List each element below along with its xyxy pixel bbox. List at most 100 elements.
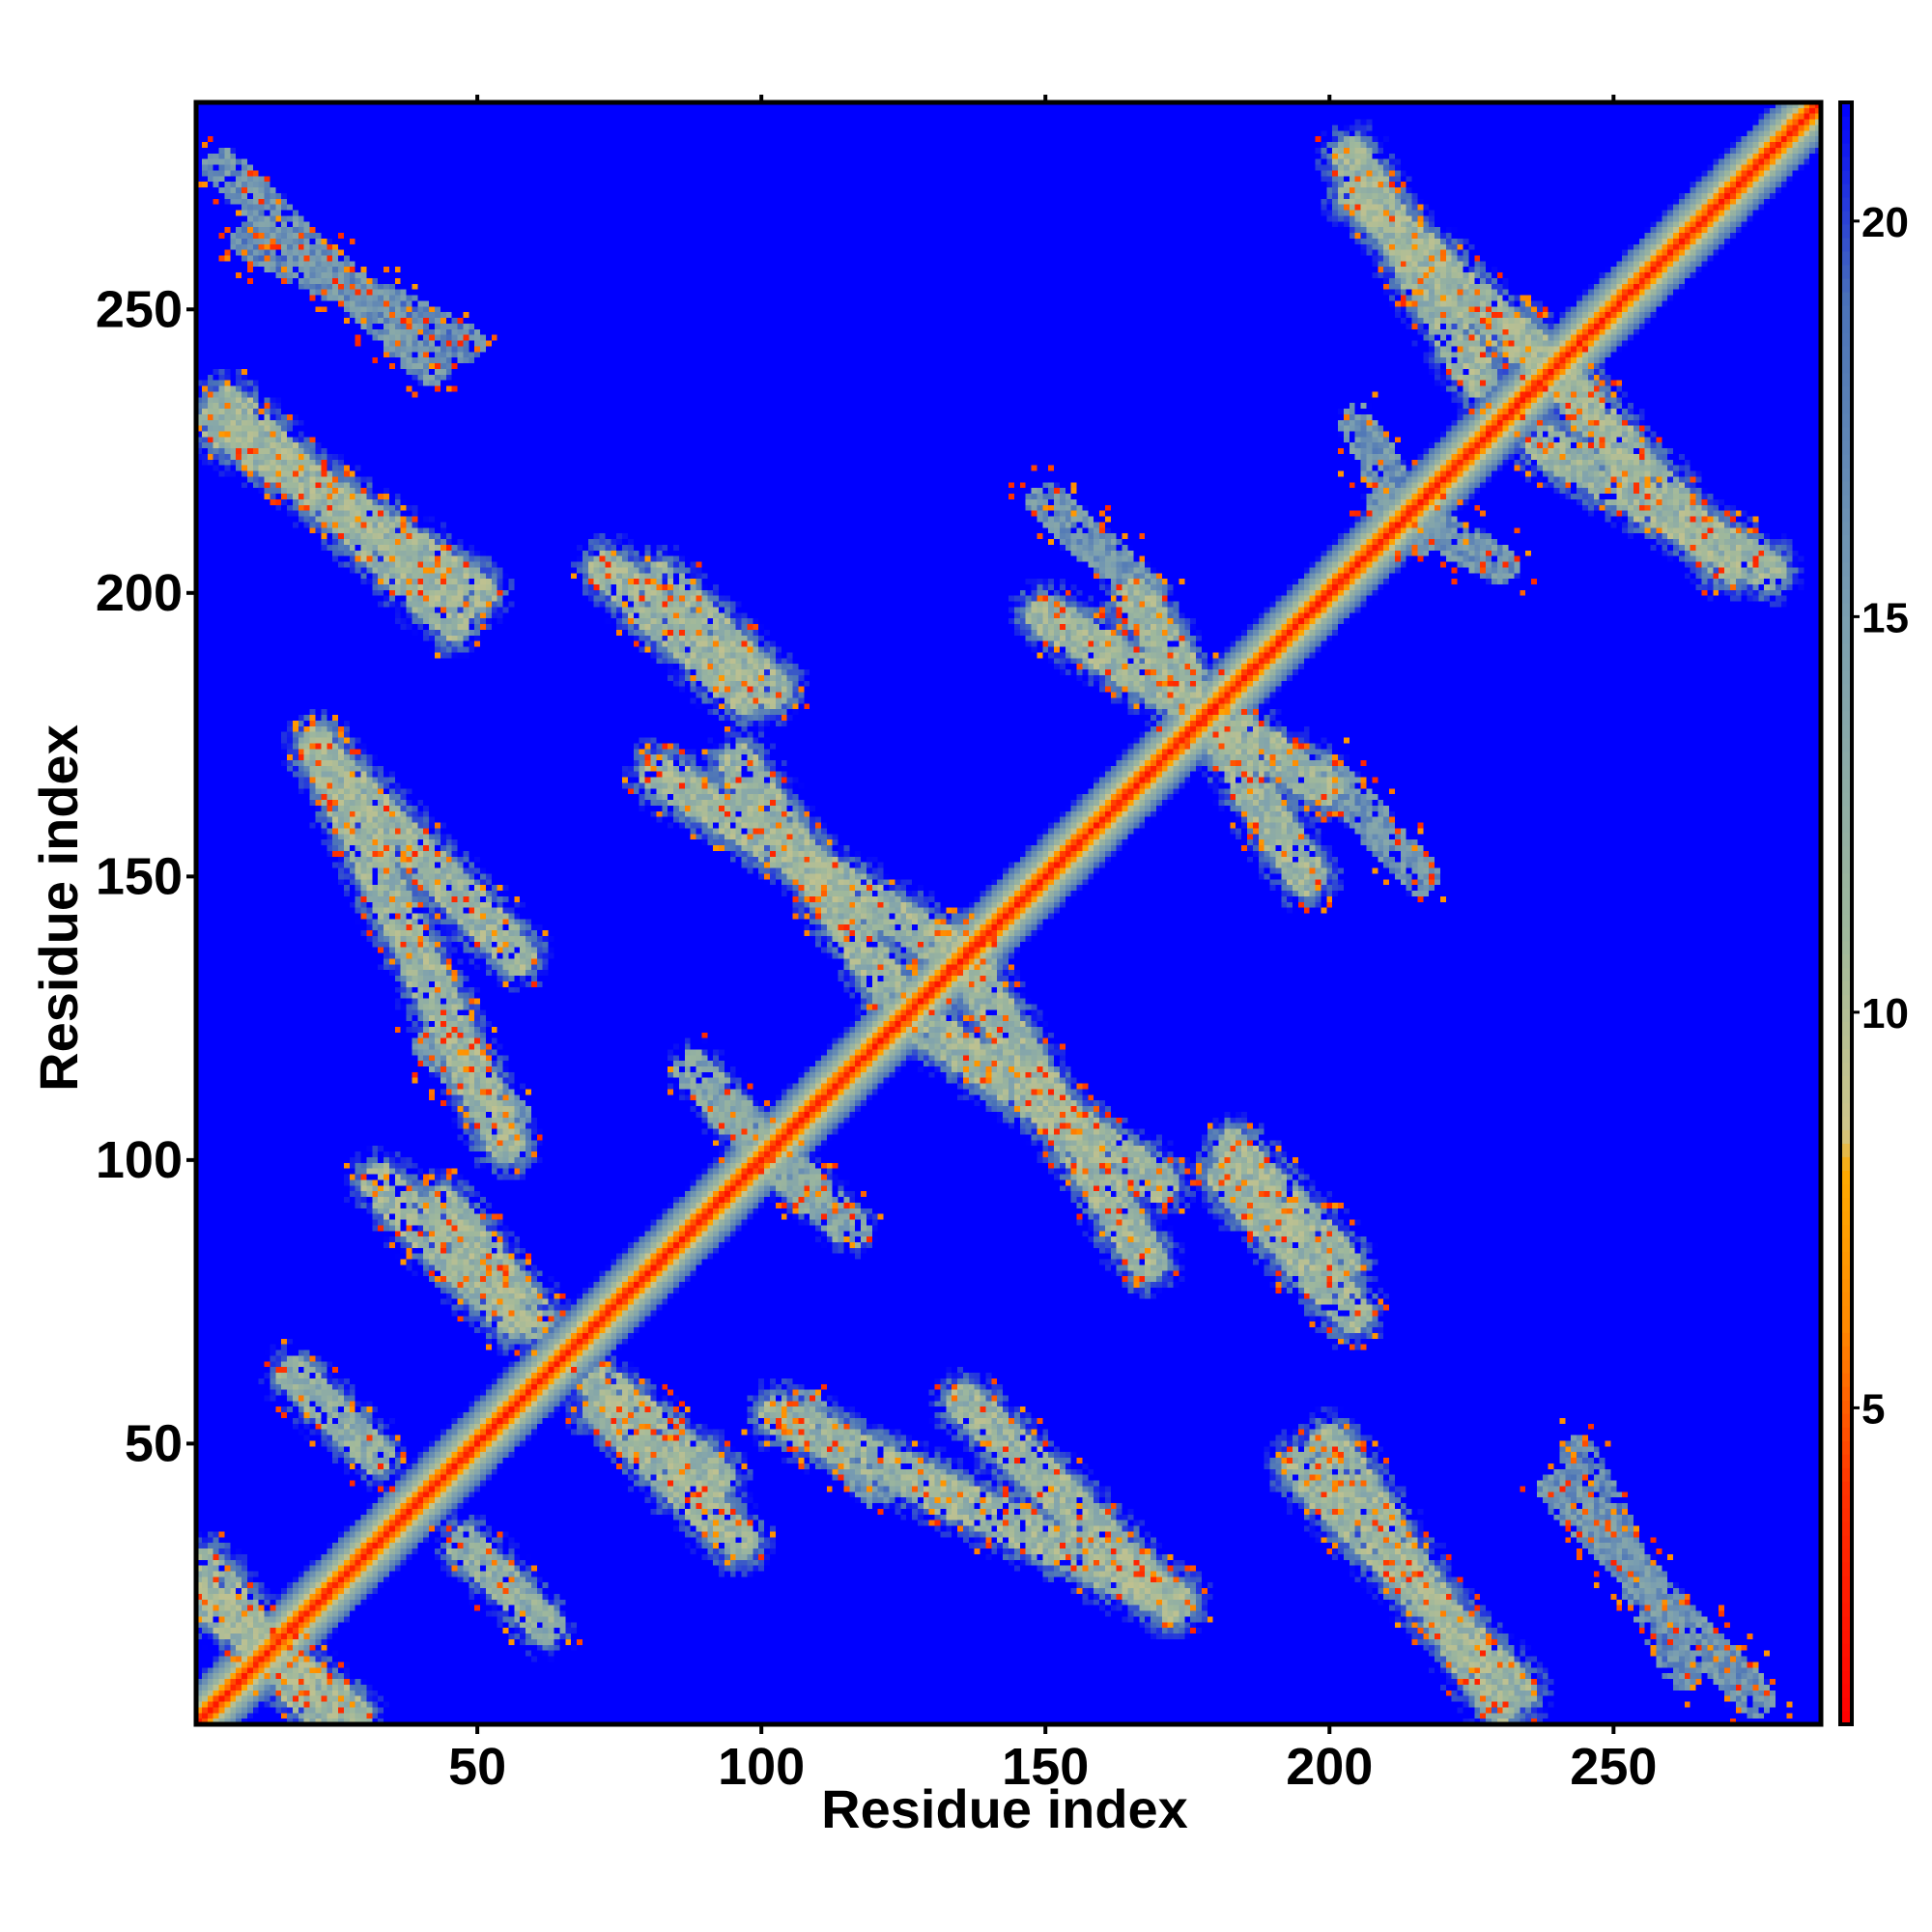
colorbar-segment xyxy=(1840,1494,1852,1509)
colorbar-segment xyxy=(1840,1143,1852,1157)
colorbar-segment xyxy=(1840,1711,1852,1725)
y-tick-label: 250 xyxy=(96,280,183,338)
x-tick-label: 250 xyxy=(1570,1738,1657,1796)
colorbar-segment xyxy=(1840,115,1852,130)
colorbar-segment xyxy=(1840,1400,1852,1414)
colorbar-segment xyxy=(1840,440,1852,455)
colorbar-segment xyxy=(1840,521,1852,536)
colorbar-segment xyxy=(1840,1373,1852,1387)
colorbar-segment xyxy=(1840,913,1852,928)
colorbar-segment xyxy=(1840,250,1852,266)
colorbar-segment xyxy=(1840,696,1852,712)
colorbar-segment xyxy=(1840,602,1852,617)
colorbar-segment xyxy=(1840,1264,1852,1279)
colorbar-segment xyxy=(1840,656,1852,671)
colorbar-segment xyxy=(1840,142,1852,157)
colorbar-segment xyxy=(1840,791,1852,807)
x-tick-label: 200 xyxy=(1286,1738,1373,1796)
colorbar-segment xyxy=(1840,494,1852,509)
colorbar-segment xyxy=(1840,967,1852,982)
y-tick-label: 150 xyxy=(96,847,183,905)
colorbar-segment xyxy=(1840,467,1852,482)
colorbar-segment xyxy=(1840,629,1852,644)
colorbar-segment xyxy=(1840,345,1852,360)
colorbar-frame xyxy=(1838,100,1854,1726)
colorbar-segment xyxy=(1840,277,1852,293)
colorbar-segment xyxy=(1840,156,1852,171)
heatmap-cells xyxy=(196,102,1821,1724)
colorbar-segment xyxy=(1840,926,1852,942)
colorbar-segment xyxy=(1840,615,1852,631)
colorbar-segment xyxy=(1840,1210,1852,1225)
colorbar-segment xyxy=(1840,264,1852,279)
colorbar-segment xyxy=(1840,1197,1852,1211)
y-axis-ticks: 50 100 150 200 250 xyxy=(96,280,196,1472)
colorbar-segment xyxy=(1840,1589,1852,1604)
colorbar-segment xyxy=(1840,102,1852,117)
colorbar-segment xyxy=(1840,399,1852,414)
colorbar-segment xyxy=(1840,683,1852,698)
colorbar-segment xyxy=(1840,210,1852,225)
colorbar-segment xyxy=(1840,1670,1852,1685)
colorbar-segment xyxy=(1840,805,1852,820)
colorbar-segment xyxy=(1840,1251,1852,1265)
colorbar-segment xyxy=(1840,980,1852,996)
colorbar-segment xyxy=(1840,507,1852,523)
colorbar-segment xyxy=(1840,1481,1852,1495)
colorbar-segment xyxy=(1840,872,1852,888)
x-tick-label: 100 xyxy=(718,1738,805,1796)
colorbar-segment xyxy=(1840,453,1852,469)
x-tick-label: 150 xyxy=(1002,1738,1089,1796)
colorbar-segment xyxy=(1840,480,1852,496)
colorbar-segment xyxy=(1840,1116,1852,1130)
colorbar xyxy=(1840,102,1852,1725)
colorbar-segment xyxy=(1840,1616,1852,1631)
colorbar-segment xyxy=(1840,1346,1852,1360)
colorbar-segment xyxy=(1840,1008,1852,1023)
colorbar-segment xyxy=(1840,1156,1852,1171)
colorbar-segment xyxy=(1840,778,1852,793)
y-tick-label: 100 xyxy=(96,1131,183,1189)
colorbar-segment xyxy=(1840,169,1852,185)
x-axis-ticks: 50 100 150 200 250 xyxy=(448,95,1657,1796)
colorbar-segment xyxy=(1840,845,1852,861)
colorbar-segment xyxy=(1840,1183,1852,1198)
colorbar-segment xyxy=(1840,1386,1852,1401)
colorbar-segment xyxy=(1840,331,1852,347)
x-tick-label: 50 xyxy=(448,1738,506,1796)
colorbar-segment xyxy=(1840,588,1852,604)
colorbar-segment xyxy=(1840,1413,1852,1428)
colorbar-segment xyxy=(1840,1048,1852,1064)
colorbar-segment xyxy=(1840,1535,1852,1549)
colorbar-segment xyxy=(1840,859,1852,874)
colorbar-segment xyxy=(1840,832,1852,847)
colorbar-segment xyxy=(1840,1359,1852,1374)
colorbar-tick-label: 5 xyxy=(1861,1385,1885,1433)
colorbar-segment xyxy=(1840,737,1852,753)
colorbar-segment xyxy=(1840,426,1852,441)
colorbar-segment xyxy=(1840,1305,1852,1320)
colorbar-segment xyxy=(1840,994,1852,1009)
colorbar-segment xyxy=(1840,196,1852,212)
colorbar-segment xyxy=(1840,412,1852,428)
colorbar-segment xyxy=(1840,358,1852,374)
heatmap xyxy=(196,102,1821,1724)
colorbar-segment xyxy=(1840,1440,1852,1455)
colorbar-segment xyxy=(1840,1576,1852,1590)
colorbar-segment xyxy=(1840,1224,1852,1238)
colorbar-segment xyxy=(1840,1075,1852,1090)
colorbar-segment xyxy=(1840,223,1852,239)
x-axis-title: Residue index xyxy=(821,1778,1188,1839)
colorbar-segment xyxy=(1840,1237,1852,1252)
colorbar-segment xyxy=(1840,1697,1852,1712)
y-tick-label: 50 xyxy=(125,1414,183,1472)
colorbar-segment xyxy=(1840,1278,1852,1293)
colorbar-segment xyxy=(1840,548,1852,563)
colorbar-segment xyxy=(1840,1170,1852,1184)
colorbar-segment xyxy=(1840,1102,1852,1117)
colorbar-segment xyxy=(1840,1603,1852,1617)
colorbar-segment xyxy=(1840,818,1852,834)
colorbar-segment xyxy=(1840,1562,1852,1577)
colorbar-segment xyxy=(1840,1643,1852,1658)
